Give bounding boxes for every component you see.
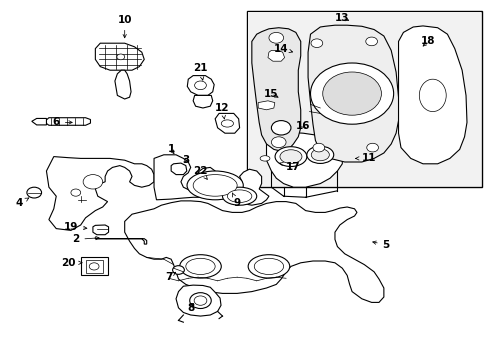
Text: 7: 7: [164, 272, 175, 282]
Polygon shape: [193, 95, 212, 108]
Text: 4: 4: [16, 198, 29, 208]
Polygon shape: [267, 50, 284, 61]
Ellipse shape: [274, 147, 306, 166]
Text: 10: 10: [117, 15, 132, 38]
Circle shape: [83, 175, 102, 189]
Polygon shape: [187, 76, 214, 95]
Circle shape: [310, 39, 322, 48]
Polygon shape: [258, 101, 274, 110]
Polygon shape: [251, 28, 300, 151]
Ellipse shape: [279, 150, 301, 163]
Polygon shape: [171, 163, 186, 175]
Text: 22: 22: [193, 166, 207, 179]
Bar: [246, 11, 481, 187]
Circle shape: [268, 32, 283, 43]
Ellipse shape: [306, 146, 333, 163]
Circle shape: [189, 293, 211, 309]
Text: 19: 19: [63, 222, 87, 232]
Ellipse shape: [248, 255, 289, 278]
Text: 14: 14: [273, 44, 292, 54]
Circle shape: [27, 187, 41, 198]
Polygon shape: [398, 26, 466, 164]
Polygon shape: [176, 285, 221, 316]
Text: 15: 15: [264, 89, 278, 99]
Circle shape: [271, 121, 290, 135]
Bar: [81, 257, 107, 275]
Circle shape: [194, 81, 206, 90]
Ellipse shape: [227, 190, 251, 202]
Text: 9: 9: [232, 193, 240, 208]
Circle shape: [194, 296, 206, 305]
Circle shape: [366, 143, 378, 152]
Text: 17: 17: [279, 162, 300, 172]
Text: 21: 21: [193, 63, 207, 80]
Text: 8: 8: [187, 303, 194, 313]
Polygon shape: [307, 25, 398, 162]
Ellipse shape: [254, 258, 283, 274]
Circle shape: [310, 63, 393, 124]
Ellipse shape: [222, 187, 256, 205]
Circle shape: [365, 37, 377, 46]
Text: 5: 5: [372, 240, 389, 250]
Circle shape: [322, 72, 381, 115]
Polygon shape: [124, 201, 383, 302]
Text: 20: 20: [61, 258, 82, 268]
Ellipse shape: [186, 171, 243, 200]
Ellipse shape: [179, 255, 221, 278]
Polygon shape: [32, 118, 46, 125]
Polygon shape: [95, 238, 146, 244]
Polygon shape: [115, 70, 131, 99]
Polygon shape: [154, 155, 268, 205]
Circle shape: [71, 189, 81, 196]
Ellipse shape: [418, 79, 445, 112]
Bar: [85, 260, 102, 273]
Text: 2: 2: [72, 234, 99, 244]
Polygon shape: [95, 43, 144, 70]
Circle shape: [271, 137, 285, 148]
Ellipse shape: [185, 258, 215, 274]
Polygon shape: [215, 113, 239, 133]
Polygon shape: [266, 132, 342, 187]
Polygon shape: [93, 225, 108, 235]
Text: 6: 6: [53, 117, 72, 127]
Polygon shape: [46, 118, 90, 125]
Text: 16: 16: [295, 121, 310, 131]
Text: 1: 1: [167, 144, 174, 154]
Circle shape: [117, 54, 124, 60]
Ellipse shape: [260, 156, 269, 161]
Circle shape: [172, 266, 184, 274]
Circle shape: [89, 263, 99, 270]
Text: 18: 18: [420, 36, 434, 46]
Polygon shape: [46, 157, 154, 230]
Ellipse shape: [221, 120, 233, 127]
Circle shape: [312, 143, 324, 152]
Bar: [247, 12, 480, 186]
Text: 11: 11: [355, 153, 376, 163]
Ellipse shape: [193, 175, 237, 196]
Text: 3: 3: [182, 155, 189, 165]
Text: 13: 13: [334, 13, 349, 23]
Ellipse shape: [310, 149, 329, 161]
Text: 12: 12: [215, 103, 229, 119]
